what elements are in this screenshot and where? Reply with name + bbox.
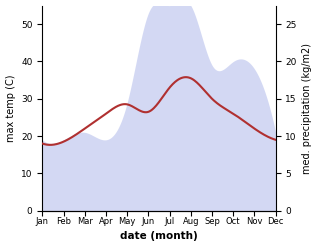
X-axis label: date (month): date (month) (120, 231, 198, 242)
Y-axis label: med. precipitation (kg/m2): med. precipitation (kg/m2) (302, 42, 313, 174)
Y-axis label: max temp (C): max temp (C) (5, 74, 16, 142)
